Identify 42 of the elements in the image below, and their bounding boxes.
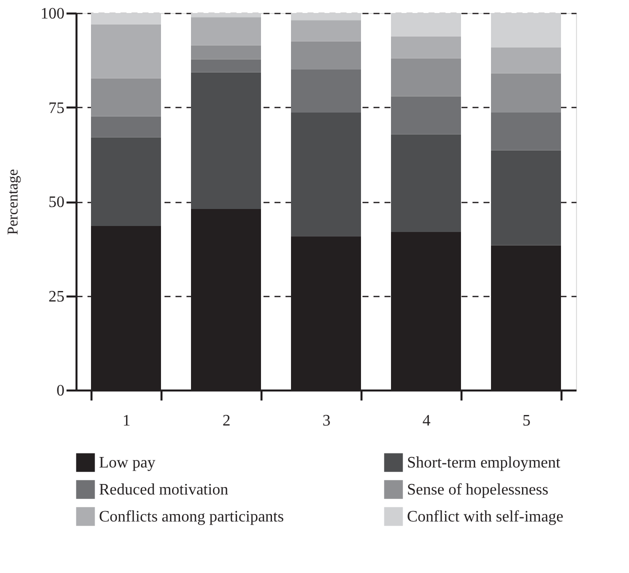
bar	[491, 13, 561, 48]
bar	[291, 13, 361, 20]
bar	[191, 45, 261, 60]
bar	[291, 20, 361, 42]
bar	[191, 72, 261, 210]
bar	[491, 73, 561, 112]
bar	[191, 17, 261, 46]
bar	[391, 58, 461, 96]
bar	[391, 13, 461, 36]
legend-label: Conflict with self-image	[407, 508, 564, 526]
x-tick-label: 4	[422, 412, 430, 430]
x-tick-label: 2	[222, 412, 230, 430]
bar	[391, 36, 461, 58]
bar	[91, 137, 161, 226]
x-tick-label: 5	[522, 412, 530, 430]
bar	[191, 59, 261, 72]
bar	[291, 41, 361, 70]
bar	[91, 13, 161, 24]
bar	[491, 150, 561, 246]
y-tick-label: 0	[56, 382, 64, 400]
legend-label: Sense of hopelessness	[407, 482, 548, 498]
bar	[391, 134, 461, 232]
legend-label: Reduced motivation	[99, 482, 228, 498]
bar	[91, 116, 161, 138]
x-tick-label: 1	[122, 412, 130, 430]
bar	[91, 24, 161, 78]
bar	[491, 47, 561, 74]
legend-label: Short-term employment	[407, 454, 561, 472]
y-tick-label: 75	[48, 100, 64, 117]
bar	[191, 13, 261, 18]
x-tick-label: 3	[322, 412, 330, 430]
legend-label: Low pay	[99, 454, 156, 472]
legend-label: Conflicts among participants	[99, 508, 284, 526]
y-tick-label: 25	[48, 288, 64, 306]
bar	[291, 69, 361, 112]
bar	[291, 112, 361, 236]
y-tick-label: 50	[48, 194, 64, 211]
bar	[91, 78, 161, 116]
y-tick-label: 100	[40, 6, 64, 22]
bar	[391, 96, 461, 134]
bar	[491, 112, 561, 150]
y-axis-title: Percentage	[6, 168, 22, 235]
